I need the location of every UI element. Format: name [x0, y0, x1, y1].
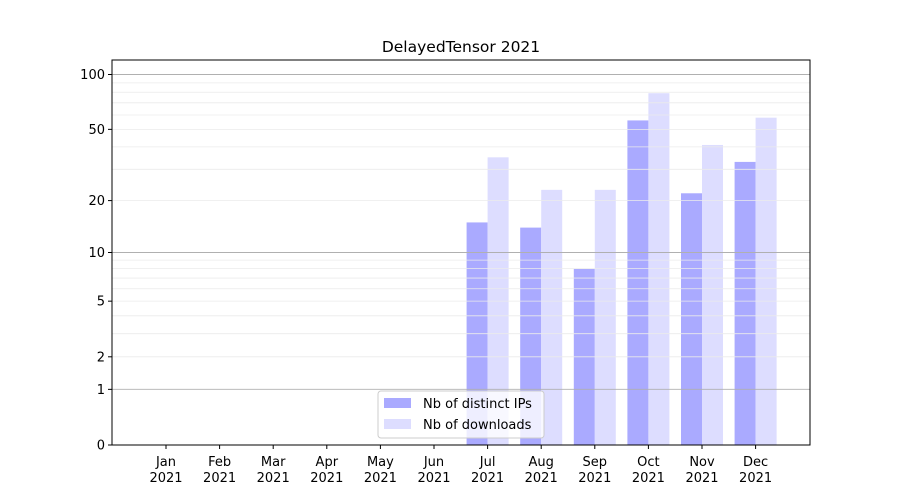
- y-tick-label: 20: [88, 194, 105, 209]
- x-tick-label-month: Sep: [583, 455, 608, 470]
- x-tick-label-year: 2021: [578, 471, 611, 486]
- x-tick-label-year: 2021: [632, 471, 665, 486]
- x-tick-label-month: Feb: [208, 455, 231, 470]
- legend-swatch: [384, 398, 411, 408]
- x-tick-label-month: Oct: [637, 455, 659, 470]
- chart-title: DelayedTensor 2021: [382, 38, 540, 56]
- x-tick-label-month: Jul: [479, 455, 496, 470]
- legend-box: [377, 390, 545, 439]
- x-tick-label-year: 2021: [471, 471, 504, 486]
- x-tick-label-year: 2021: [364, 471, 397, 486]
- bar-ips: [627, 120, 649, 445]
- x-tick-label-year: 2021: [310, 471, 343, 486]
- x-tick-label-month: Jan: [155, 455, 176, 470]
- x-tick-label-year: 2021: [149, 471, 182, 486]
- y-tick-label: 2: [97, 350, 105, 365]
- y-tick-label: 50: [88, 123, 105, 138]
- x-tick-label-year: 2021: [257, 471, 290, 486]
- x-tick-label-month: Mar: [261, 455, 286, 470]
- x-tick-label-year: 2021: [525, 471, 558, 486]
- bar-ips: [734, 161, 756, 445]
- x-tick-label-month: May: [367, 455, 394, 470]
- x-tick-label-month: Dec: [743, 455, 768, 470]
- bar-ips: [681, 193, 702, 445]
- x-tick-label-year: 2021: [417, 471, 450, 486]
- legend-swatch: [384, 419, 411, 429]
- legend-label: Nb of downloads: [423, 418, 532, 433]
- x-tick-label-month: Aug: [529, 455, 554, 470]
- bar-downloads: [594, 189, 616, 445]
- bar-downloads: [702, 144, 723, 445]
- y-tick-label: 10: [88, 246, 105, 261]
- y-tick-label: 100: [80, 68, 105, 83]
- x-tick-label-year: 2021: [203, 471, 236, 486]
- x-tick-label-year: 2021: [739, 471, 772, 486]
- bar-downloads: [648, 93, 670, 446]
- legend-label: Nb of distinct IPs: [423, 397, 532, 412]
- x-tick-label-year: 2021: [685, 471, 718, 486]
- x-tick-label-month: Nov: [689, 455, 715, 470]
- y-tick-label: 1: [97, 383, 105, 398]
- x-tick-label-month: Apr: [316, 455, 339, 470]
- y-tick-label: 0: [97, 439, 105, 454]
- bar-downloads: [755, 117, 777, 445]
- bar-downloads: [541, 189, 563, 445]
- y-tick-label: 5: [97, 295, 105, 310]
- x-tick-label-month: Jun: [423, 455, 444, 470]
